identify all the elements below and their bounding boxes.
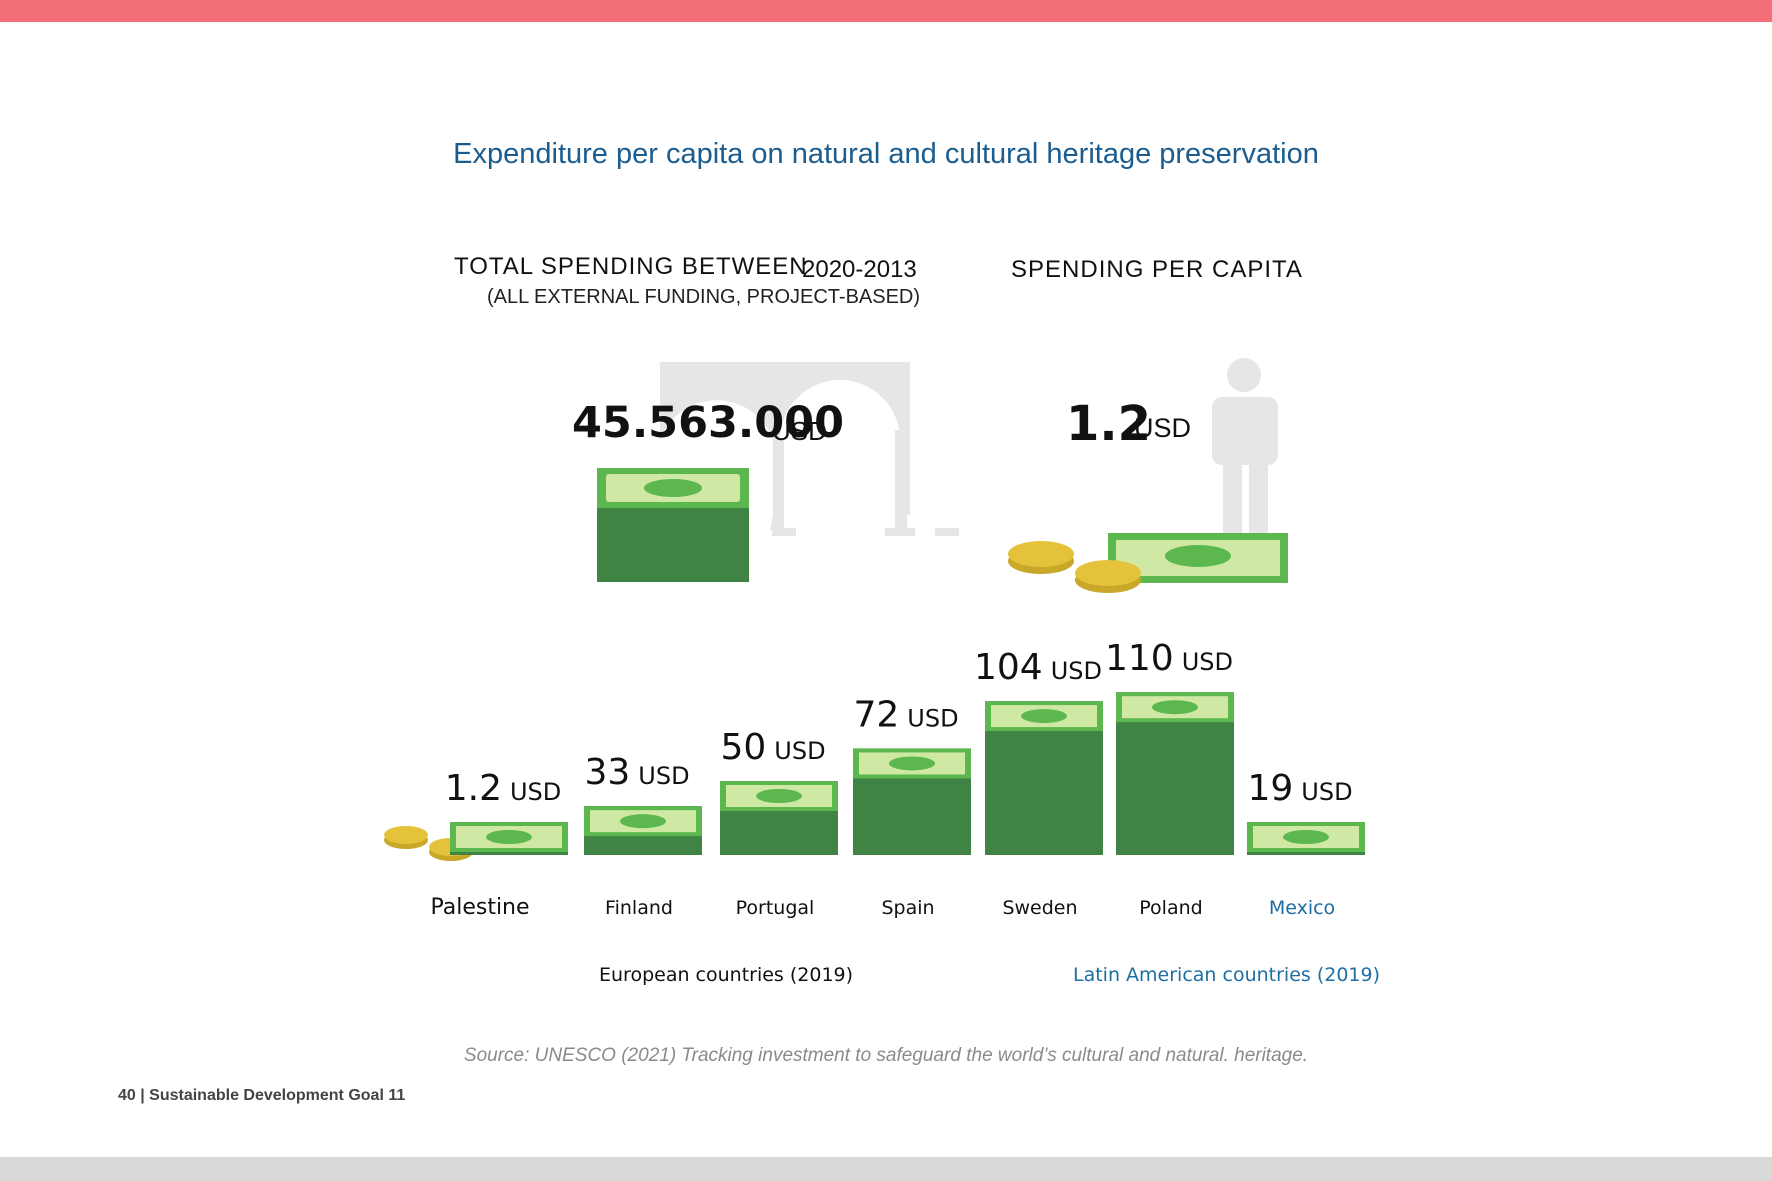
per-capita-unit: USD (1134, 413, 1192, 443)
bar-value-label-spain: 72 USD (853, 694, 958, 735)
bar-value-label-palestine: 1.2 USD (445, 768, 562, 809)
european-group-label: European countries (2019) (599, 964, 854, 986)
category-label-portugal: Portugal (736, 897, 815, 919)
total-spending-unit: USD (772, 416, 827, 446)
per-capita-heading: SPENDING PER CAPITA (1011, 256, 1303, 283)
bar-finland-note-oval (620, 814, 666, 829)
bar-value-label-portugal: 50 USD (720, 727, 825, 768)
category-label-sweden: Sweden (1002, 897, 1077, 919)
category-label-finland: Finland (605, 897, 673, 919)
bar-poland-note-oval (1152, 700, 1198, 715)
bar-value-label-finland: 33 USD (584, 752, 689, 793)
person-icon (1212, 358, 1278, 533)
bar-portugal-note-oval (756, 789, 802, 803)
total-spending-heading: TOTAL SPENDING BETWEEN (454, 253, 808, 280)
category-label-poland: Poland (1139, 897, 1202, 919)
total-spending-banknote-icon (597, 468, 749, 582)
bar-mexico-note-oval (1283, 830, 1329, 844)
category-label-mexico: Mexico (1269, 897, 1335, 919)
per-capita-amount: 1.2 (1066, 396, 1152, 452)
per-capita-banknote-icon (1108, 533, 1288, 583)
bar-chart: 1.2 USD Palestine 33 USD Finland 50 USD Portugal… (430, 638, 1365, 920)
total-spending-years: 2020-2013 (802, 256, 917, 283)
bar-palestine-note-oval (486, 830, 532, 844)
category-label-spain: Spain (881, 897, 934, 919)
total-spending-amount: 45.563.000 (572, 398, 845, 448)
bar-spain-note-oval (889, 756, 935, 771)
bar-value-label-poland: 110 USD (1105, 638, 1233, 679)
latin-american-group-label: Latin American countries (2019) (1073, 964, 1380, 986)
total-spending-subheading: (ALL EXTERNAL FUNDING, PROJECT-BASED) (487, 286, 921, 308)
page-title: Expenditure per capita on natural and cu… (453, 138, 1319, 170)
page-footer: 40 | Sustainable Development Goal 11 (118, 1087, 406, 1104)
category-label-palestine: Palestine (430, 895, 529, 920)
arch-ruins-icon (660, 362, 959, 536)
bar-sweden-note-oval (1021, 709, 1067, 724)
bar-value-label-mexico: 19 USD (1247, 768, 1352, 809)
source-note: Source: UNESCO (2021) Tracking investmen… (463, 1045, 1309, 1066)
bar-value-label-sweden: 104 USD (974, 647, 1102, 688)
bottom-band (0, 1157, 1772, 1181)
top-accent-band (0, 0, 1772, 22)
coin-icon (1008, 541, 1141, 593)
